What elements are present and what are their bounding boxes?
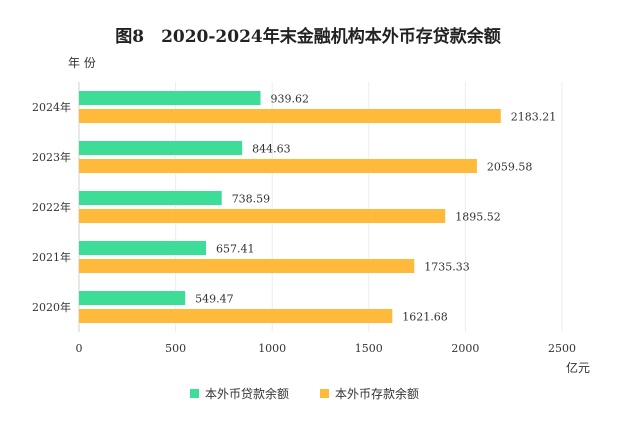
data-label: 2183.21 <box>511 111 556 124</box>
grid <box>78 82 563 332</box>
legend-swatch <box>320 389 329 398</box>
bar <box>79 191 222 205</box>
bar <box>79 159 477 173</box>
bar <box>79 141 243 155</box>
bar <box>79 291 186 305</box>
category-label: 2023年 <box>32 150 71 164</box>
chart-title: 图8 2020-2024年末金融机构本外币存贷款余额 <box>115 26 501 47</box>
bar <box>79 209 446 223</box>
bar <box>79 241 207 255</box>
bar <box>79 91 261 105</box>
bar <box>79 109 501 123</box>
legend: 本外币贷款余额 本外币存款余额 <box>190 386 419 401</box>
category-label: 2020年 <box>32 300 71 314</box>
bar <box>79 309 393 323</box>
x-tick-label: 500 <box>165 342 186 355</box>
x-tick-label: 2000 <box>451 342 479 355</box>
data-label: 2059.58 <box>487 161 533 174</box>
category-labels: 2024年 2023年 2022年 2021年 2020年 <box>32 100 71 314</box>
data-label: 549.47 <box>195 293 234 306</box>
x-ticks: 0 500 1000 1500 2000 2500 <box>76 342 577 355</box>
data-label: 657.41 <box>216 243 255 256</box>
y-axis-label: 年 份 <box>68 56 96 70</box>
bar <box>79 259 415 273</box>
data-label: 939.62 <box>271 93 310 106</box>
legend-label: 本外币存款余额 <box>335 386 419 401</box>
bars <box>79 91 501 323</box>
x-axis-label: 亿元 <box>566 360 590 375</box>
category-label: 2024年 <box>32 100 71 114</box>
data-labels: 939.62 2183.21 844.63 2059.58 738.59 1895.52 6… <box>195 93 556 324</box>
data-label: 1895.52 <box>455 211 501 224</box>
legend-label: 本外币贷款余额 <box>205 386 289 401</box>
data-label: 844.63 <box>252 143 290 156</box>
data-label: 1621.68 <box>402 311 448 324</box>
category-label: 2022年 <box>32 200 71 214</box>
legend-swatch <box>190 389 199 398</box>
category-label: 2021年 <box>32 250 71 264</box>
x-tick-label: 1000 <box>258 342 286 355</box>
data-label: 738.59 <box>232 193 271 206</box>
data-label: 1735.33 <box>424 261 470 274</box>
x-tick-label: 2500 <box>548 342 576 355</box>
x-tick-label: 0 <box>76 342 83 355</box>
x-tick-label: 1500 <box>355 342 383 355</box>
